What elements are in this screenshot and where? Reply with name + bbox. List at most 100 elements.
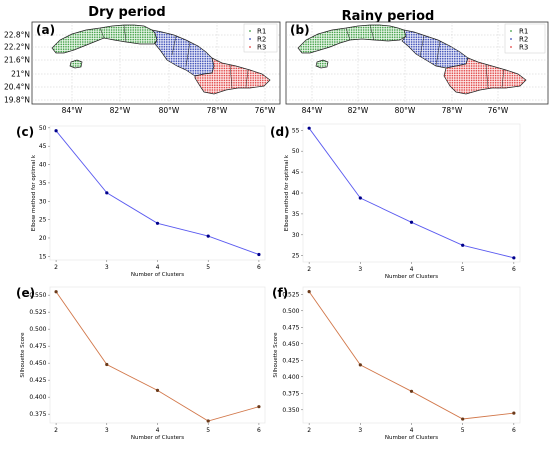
svg-text:82°W: 82°W [110, 106, 131, 115]
isle-of-youth [315, 59, 329, 69]
x-axis-label: Number of Clusters [131, 272, 184, 278]
data-point [155, 221, 160, 225]
y-axis-label: Silhouette Score [20, 332, 26, 378]
svg-text:22.2°N: 22.2°N [4, 43, 30, 52]
plot-area [302, 286, 521, 424]
y-tick-label: 0.550 [29, 292, 46, 299]
svg-text:20.4°N: 20.4°N [4, 83, 30, 92]
svg-text:80°W: 80°W [159, 106, 180, 115]
y-tick-label: 55 [292, 127, 300, 134]
y-tick-label: 50 [292, 148, 300, 155]
x-tick-label: 4 [156, 427, 160, 434]
panel-label: (f) [272, 286, 288, 300]
data-point [512, 411, 516, 415]
svg-text:80°W: 80°W [395, 106, 416, 115]
y-tick-label: 25 [292, 253, 300, 260]
y-tick-label: 0.400 [282, 374, 299, 381]
lon-ticks-b: 84°W 82°W 80°W 78°W 76°W [302, 106, 509, 115]
dry-period-title: Dry period [88, 5, 165, 20]
map-panel-b: R1 R2 R3 (b) 84°W 82°W 80°W 78°W 76°W [285, 21, 549, 115]
plot-area [302, 123, 521, 263]
y-tick-label: 0.500 [282, 308, 299, 315]
chart-silhouette-rainy: 0.350 0.375 0.400 0.425 0.450 0.475 0.500 0.525… [272, 286, 521, 441]
y-tick-label: 40 [292, 190, 300, 197]
y-tick-label: 40 [39, 162, 47, 169]
y-tick-label: 0.475 [29, 343, 46, 350]
panel-label: (c) [16, 125, 34, 139]
x-axis-label: Number of Clusters [131, 435, 184, 441]
svg-text:76°W: 76°W [488, 106, 509, 115]
region-r3 [443, 57, 527, 95]
y-tick-label: 0.525 [29, 309, 46, 316]
x-tick-label: 2 [307, 266, 311, 273]
x-tick-label: 3 [358, 427, 362, 434]
x-tick-label: 6 [257, 427, 261, 434]
region-r3 [194, 57, 271, 95]
x-axis-label: Number of Clusters [385, 435, 438, 441]
legend-r1: R1 [519, 28, 528, 36]
x-tick-label: 2 [54, 427, 58, 434]
data-point [155, 388, 160, 392]
y-tick-label: 0.400 [29, 394, 46, 401]
plot-area [49, 286, 266, 424]
data-point [54, 290, 58, 294]
x-tick-label: 4 [410, 427, 414, 434]
legend-r2: R2 [257, 36, 266, 44]
x-tick-label: 5 [461, 266, 465, 273]
panel-label-b: (b) [290, 23, 310, 37]
svg-text:19.8°N: 19.8°N [4, 96, 30, 105]
lat-ticks-a: 22.8°N 22.2°N 21.6°N 21°N 20.4°N 19.8°N [4, 31, 30, 105]
svg-text:82°W: 82°W [348, 106, 369, 115]
chart-silhouette-dry: 0.375 0.400 0.425 0.450 0.475 0.500 0.525 0.550… [16, 286, 266, 441]
y-tick-label: 30 [39, 198, 47, 205]
y-tick-label: 35 [39, 180, 47, 187]
y-tick-label: 25 [39, 217, 47, 224]
data-point [206, 419, 210, 423]
svg-text:21.6°N: 21.6°N [4, 56, 30, 65]
y-tick-label: 0.350 [282, 407, 299, 414]
data-point [307, 290, 311, 294]
y-tick-label: 30 [292, 232, 300, 239]
panel-label: (d) [270, 125, 290, 139]
y-tick-label: 0.425 [282, 357, 299, 364]
legend-r1: R1 [257, 28, 266, 36]
x-tick-label: 2 [54, 264, 58, 271]
x-tick-label: 6 [512, 266, 516, 273]
data-point [105, 362, 109, 367]
y-tick-label: 50 [39, 125, 47, 132]
data-point [461, 417, 465, 421]
y-axis-label: Silhouette Score [273, 332, 279, 378]
svg-text:84°W: 84°W [62, 106, 83, 115]
x-tick-label: 3 [105, 427, 109, 434]
y-tick-label: 20 [39, 235, 47, 242]
y-tick-label: 0.450 [29, 360, 46, 367]
lon-ticks-a: 84°W 82°W 80°W 78°W 76°W [62, 106, 276, 115]
x-tick-label: 5 [206, 264, 210, 271]
x-tick-label: 5 [206, 427, 210, 434]
data-point [358, 363, 362, 367]
x-tick-label: 5 [461, 427, 465, 434]
isle-of-youth [69, 59, 83, 69]
x-tick-label: 3 [358, 266, 362, 273]
svg-text:21°N: 21°N [11, 70, 30, 79]
x-tick-label: 6 [512, 427, 516, 434]
legend-r3: R3 [257, 44, 266, 52]
rainy-period-title: Rainy period [342, 9, 435, 24]
data-point [358, 196, 362, 200]
map-panel-a: R1 R2 R3 (a) 22.8°N 22.2°N 21.6°N 21°N 2… [4, 21, 281, 115]
y-axis-label: Elbow method for optimal k [284, 154, 290, 231]
x-axis-label: Number of Clusters [385, 274, 438, 280]
data-point [257, 405, 261, 409]
data-point [307, 126, 311, 130]
y-tick-label: 0.525 [282, 291, 299, 298]
panel-label: (e) [16, 286, 35, 300]
y-tick-label: 0.375 [282, 390, 299, 397]
data-point [512, 256, 516, 260]
y-tick-label: 45 [39, 143, 47, 150]
data-point [54, 129, 58, 133]
svg-text:76°W: 76°W [255, 106, 276, 115]
legend-r2: R2 [519, 36, 528, 44]
y-tick-label: 35 [292, 211, 300, 218]
x-tick-label: 6 [257, 264, 261, 271]
